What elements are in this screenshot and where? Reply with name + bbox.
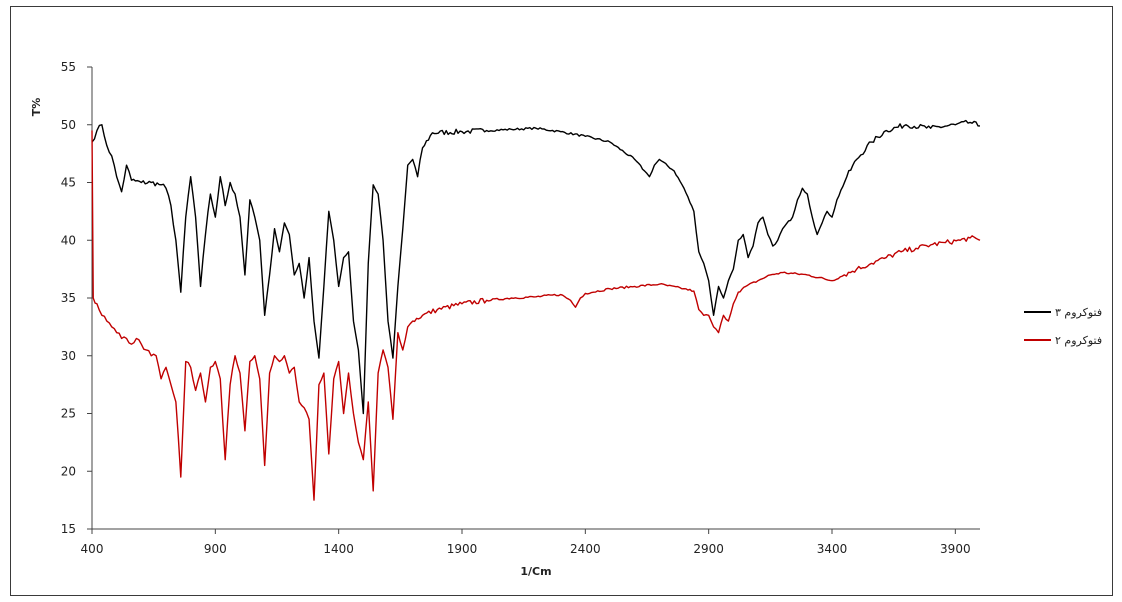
legend: فتوکروم ۳ فتوکروم ۲	[1024, 306, 1102, 347]
x-axis-title: 1/Cm	[520, 565, 551, 578]
y-tick-label: 50	[61, 118, 76, 132]
y-tick-label: 40	[61, 233, 76, 247]
y-tick-label: 30	[61, 349, 76, 363]
x-tick-label: 3900	[940, 542, 971, 556]
y-tick-label: 25	[61, 407, 76, 421]
y-tick-label: 55	[61, 60, 76, 74]
series-line-1	[91, 119, 981, 415]
y-tick-label: 35	[61, 291, 76, 305]
x-tick-label: 1400	[323, 542, 354, 556]
y-tick-label: 20	[61, 464, 76, 478]
x-tick-label: 2900	[693, 542, 724, 556]
x-tick-label: 400	[81, 542, 104, 556]
x-tick-label: 3400	[817, 542, 848, 556]
series-layer	[91, 119, 981, 501]
y-axis-title: T%	[30, 98, 43, 117]
y-axis: 15 20 25 30 35 40 45 50 55	[61, 60, 93, 536]
legend-label-2: فتوکروم ۲	[1055, 334, 1102, 347]
x-tick-label: 1900	[447, 542, 478, 556]
ir-spectrum-chart: 400 900 1400 1900 2400 2900 3400 3900 15 20 25 30 3…	[30, 60, 1102, 578]
x-tick-label: 2400	[570, 542, 601, 556]
y-tick-label: 15	[61, 522, 76, 536]
x-tick-label: 900	[204, 542, 227, 556]
x-axis: 400 900 1400 1900 2400 2900 3400 3900	[81, 528, 980, 556]
y-tick-label: 45	[61, 176, 76, 190]
chart-frame: 400 900 1400 1900 2400 2900 3400 3900 15 20 25 30 3…	[10, 6, 1113, 596]
legend-label-1: فتوکروم ۳	[1055, 306, 1102, 319]
series-line-2	[91, 130, 981, 501]
